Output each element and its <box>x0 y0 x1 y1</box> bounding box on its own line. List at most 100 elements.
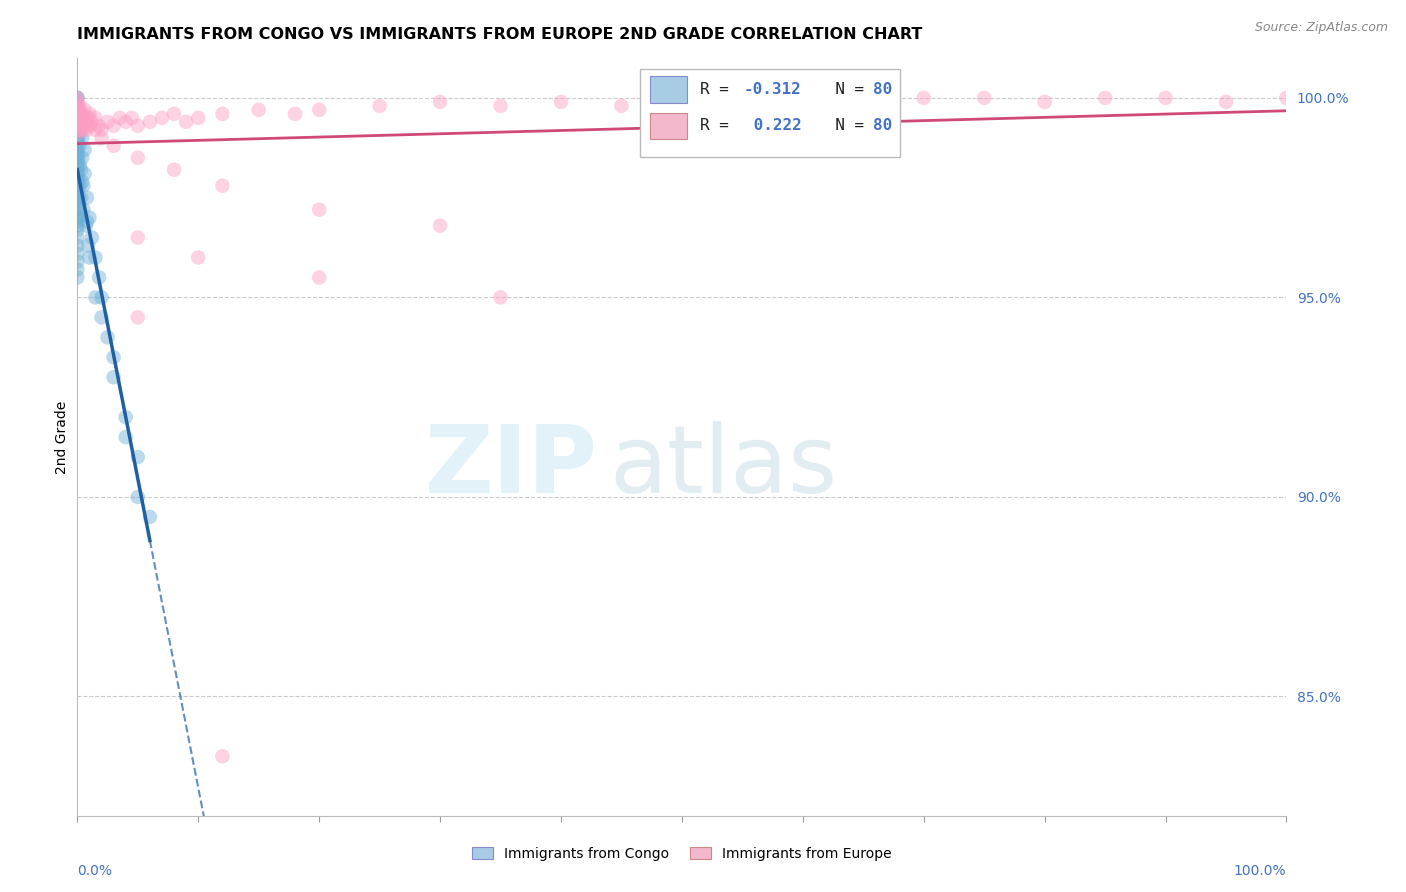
Point <box>66 111 89 125</box>
Point <box>66 186 89 201</box>
Point <box>127 450 149 464</box>
Text: atlas: atlas <box>609 421 838 514</box>
Text: Source: ZipAtlas.com: Source: ZipAtlas.com <box>1254 21 1388 34</box>
Y-axis label: 2nd Grade: 2nd Grade <box>55 401 69 474</box>
Point <box>66 123 89 137</box>
Point <box>211 107 233 121</box>
Point <box>211 749 233 764</box>
Point <box>1094 91 1116 105</box>
Point <box>66 270 89 285</box>
Point <box>67 103 90 117</box>
Point <box>66 127 89 141</box>
Point <box>1275 91 1298 105</box>
Point <box>66 91 89 105</box>
Point <box>79 107 101 121</box>
Point <box>76 214 98 228</box>
Point <box>66 107 89 121</box>
Point <box>66 206 89 220</box>
Point <box>69 123 91 137</box>
Point <box>66 119 89 133</box>
Point <box>66 159 89 173</box>
Point <box>66 127 89 141</box>
Point <box>187 251 209 265</box>
Point <box>70 119 93 133</box>
Point <box>66 230 89 244</box>
Point <box>79 251 101 265</box>
Point <box>66 146 89 161</box>
Point <box>66 119 89 133</box>
Point <box>67 170 90 185</box>
Point <box>67 211 90 225</box>
Point <box>66 111 89 125</box>
Text: 0.0%: 0.0% <box>77 864 112 878</box>
Text: -0.312: -0.312 <box>744 82 801 97</box>
Point <box>67 119 90 133</box>
Point <box>1033 95 1056 109</box>
Point <box>96 330 118 344</box>
Point <box>66 99 89 113</box>
Point <box>103 351 125 365</box>
Point <box>76 191 98 205</box>
Point <box>308 103 330 117</box>
Point <box>66 135 89 149</box>
Point <box>66 91 89 105</box>
Point <box>127 490 149 504</box>
Point <box>66 103 89 117</box>
Point <box>114 115 136 129</box>
Point <box>429 219 451 233</box>
Point <box>66 214 89 228</box>
Point <box>66 202 89 217</box>
Point <box>66 238 89 252</box>
Point <box>70 107 93 121</box>
Point <box>127 119 149 133</box>
Point <box>79 119 101 133</box>
Point <box>66 219 89 233</box>
Point <box>368 99 391 113</box>
Text: IMMIGRANTS FROM CONGO VS IMMIGRANTS FROM EUROPE 2ND GRADE CORRELATION CHART: IMMIGRANTS FROM CONGO VS IMMIGRANTS FROM… <box>77 27 922 42</box>
Point <box>73 167 96 181</box>
Point <box>103 138 125 153</box>
Point <box>70 151 93 165</box>
Point <box>87 119 110 133</box>
Point <box>69 99 91 113</box>
Point <box>66 262 89 277</box>
Point <box>77 119 100 133</box>
Point <box>66 143 89 157</box>
Point <box>66 95 89 109</box>
Point <box>66 151 89 165</box>
Point <box>70 162 93 177</box>
Point <box>66 211 89 225</box>
Point <box>308 270 330 285</box>
Point <box>87 270 110 285</box>
Point <box>73 103 96 117</box>
Point <box>103 119 125 133</box>
Point <box>84 111 107 125</box>
Point <box>121 111 143 125</box>
Point <box>550 95 572 109</box>
Point <box>247 103 270 117</box>
Point <box>211 178 233 193</box>
Point <box>489 99 512 113</box>
Point <box>66 194 89 209</box>
Point <box>72 178 94 193</box>
Point <box>139 509 162 524</box>
Point <box>80 230 103 244</box>
Point <box>75 219 97 233</box>
FancyBboxPatch shape <box>640 70 900 157</box>
Point <box>66 123 89 137</box>
Point <box>66 246 89 260</box>
Point <box>75 115 97 129</box>
Point <box>187 111 209 125</box>
Point <box>103 370 125 384</box>
Text: R =: R = <box>700 119 738 133</box>
Point <box>66 115 89 129</box>
Point <box>489 290 512 304</box>
Point <box>852 95 875 109</box>
Text: 100.0%: 100.0% <box>1234 864 1286 878</box>
Point <box>610 99 633 113</box>
Point <box>80 115 103 129</box>
Point <box>66 183 89 197</box>
Point <box>66 178 89 193</box>
Point <box>108 111 131 125</box>
Point <box>79 111 101 125</box>
